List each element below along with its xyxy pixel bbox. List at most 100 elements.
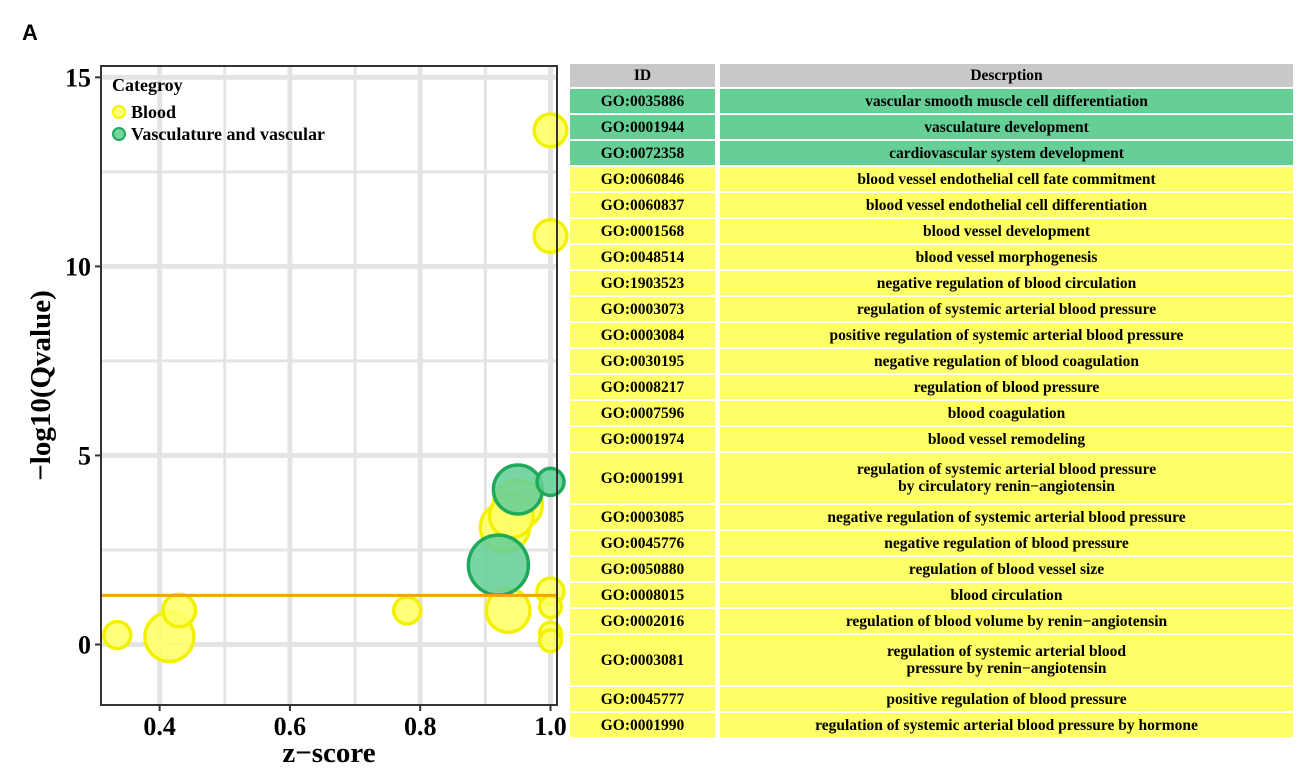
plot-area: 0.4 0.6 0.8 1.0 0 5 10 15 z−score −log10(Qvalue) C… bbox=[25, 63, 569, 769]
table-row: GO:0001944 vasculature development bbox=[570, 115, 1293, 141]
table-row: GO:0045776 negative regulation of blood p… bbox=[570, 531, 1293, 557]
table-row: GO:0001974 blood vessel remodeling bbox=[570, 427, 1293, 453]
description-line: positive regulation of systemic arterial… bbox=[829, 326, 1184, 344]
table-row: GO:0003085 negative regulation of systemi… bbox=[570, 505, 1293, 531]
legend-title: Categroy bbox=[112, 75, 183, 95]
go-id-cell: GO:0003084 bbox=[570, 323, 720, 349]
description-cell: regulation of systemic arterial blood pr… bbox=[720, 297, 1293, 323]
description-line: regulation of systemic arterial blood pr… bbox=[856, 461, 1157, 478]
table-row: GO:1903523 negative regulation of blood c… bbox=[570, 271, 1293, 297]
go-id-cell: GO:0003073 bbox=[570, 297, 720, 323]
x-axis-label: z−score bbox=[282, 737, 375, 769]
go-id-cell: GO:0008015 bbox=[570, 583, 720, 609]
description-line: by circulatory renin−angiotensin bbox=[898, 478, 1115, 495]
legend-entry-label: Blood bbox=[131, 102, 176, 122]
go-id-cell: GO:0048514 bbox=[570, 245, 720, 271]
description-line: regulation of systemic arterial blood pr… bbox=[856, 300, 1157, 318]
description-line: regulation of systemic arterial blood pr… bbox=[815, 716, 1198, 734]
table-row: GO:0003073 regulation of systemic arteria… bbox=[570, 297, 1293, 323]
description-line: blood coagulation bbox=[947, 404, 1066, 422]
plot-border bbox=[100, 65, 558, 706]
description-cell: cardiovascular system development bbox=[720, 141, 1293, 167]
data-points bbox=[102, 112, 569, 664]
go-id-cell: GO:0001944 bbox=[570, 115, 720, 141]
description-cell: positive regulation of blood pressure bbox=[720, 687, 1293, 713]
legend-swatch bbox=[112, 127, 126, 141]
table-row: GO:0035886 vascular smooth muscle cell di… bbox=[570, 89, 1293, 115]
description-cell: blood vessel remodeling bbox=[720, 427, 1293, 453]
table-header-row: ID Descrption bbox=[570, 64, 1293, 89]
legend-swatch bbox=[112, 105, 126, 119]
y-tick-label: 0 bbox=[78, 631, 91, 660]
description-cell: negative regulation of systemic arterial… bbox=[720, 505, 1293, 531]
table-row: GO:0060837 blood vessel endothelial cell … bbox=[570, 193, 1293, 219]
description-cell: regulation of blood volume by renin−angi… bbox=[720, 609, 1293, 635]
go-id-cell: GO:0008217 bbox=[570, 375, 720, 401]
description-line: regulation of systemic arterial blood bbox=[886, 643, 1127, 660]
data-point-vasculature bbox=[491, 463, 545, 516]
table-row: GO:0003084 positive regulation of systemi… bbox=[570, 323, 1293, 349]
table-row: GO:0001568 blood vessel development bbox=[570, 219, 1293, 245]
data-point-blood bbox=[102, 619, 133, 651]
go-id-cell: GO:0060837 bbox=[570, 193, 720, 219]
description-cell: blood circulation bbox=[720, 583, 1293, 609]
description-line: blood circulation bbox=[950, 586, 1063, 604]
data-point-vasculature bbox=[535, 466, 566, 498]
go-id-cell: GO:0007596 bbox=[570, 401, 720, 427]
description-cell: blood vessel morphogenesis bbox=[720, 245, 1293, 271]
description-cell: negative regulation of blood coagulation bbox=[720, 349, 1293, 375]
go-id-cell: GO:0072358 bbox=[570, 141, 720, 167]
table-row: GO:0001991 regulation of systemic arteria… bbox=[570, 453, 1293, 505]
go-term-table: ID Descrption GO:0035886 vascular smooth … bbox=[570, 64, 1293, 739]
description-line: cardiovascular system development bbox=[889, 144, 1124, 162]
description-cell: regulation of blood pressure bbox=[720, 375, 1293, 401]
description-line: negative regulation of blood coagulation bbox=[874, 352, 1139, 370]
description-line: blood vessel development bbox=[922, 222, 1091, 240]
description-line: regulation of blood volume by renin−angi… bbox=[845, 612, 1168, 630]
description-line: vascular smooth muscle cell differentiat… bbox=[865, 92, 1148, 110]
go-id-cell: GO:0060846 bbox=[570, 167, 720, 193]
description-cell: regulation of systemic arterial blood pre… bbox=[720, 635, 1293, 687]
go-id-cell: GO:0002016 bbox=[570, 609, 720, 635]
description-cell: vasculature development bbox=[720, 115, 1293, 141]
table-row: GO:0045777 positive regulation of blood p… bbox=[570, 687, 1293, 713]
go-id-cell: GO:0035886 bbox=[570, 89, 720, 115]
table-row: GO:0072358 cardiovascular system developm… bbox=[570, 141, 1293, 167]
description-line: regulation of blood pressure bbox=[913, 378, 1100, 396]
id-column-header: ID bbox=[570, 64, 720, 89]
table-row: GO:0008217 regulation of blood pressure bbox=[570, 375, 1293, 401]
go-id-cell: GO:0001568 bbox=[570, 219, 720, 245]
panel-label: A bbox=[22, 20, 38, 45]
description-cell: blood vessel development bbox=[720, 219, 1293, 245]
description-line: blood vessel remodeling bbox=[927, 430, 1086, 448]
table-row: GO:0001990 regulation of systemic arteria… bbox=[570, 713, 1293, 739]
go-id-cell: GO:0001990 bbox=[570, 713, 720, 739]
x-tick-label: 0.8 bbox=[404, 712, 437, 741]
y-tick-label: 5 bbox=[78, 441, 91, 470]
data-point-blood bbox=[532, 112, 569, 149]
data-point-blood bbox=[537, 628, 564, 654]
description-line: regulation of blood vessel size bbox=[908, 560, 1105, 578]
table-row: GO:0008015 blood circulation bbox=[570, 583, 1293, 609]
table-row: GO:0060846 blood vessel endothelial cell … bbox=[570, 167, 1293, 193]
data-point-blood bbox=[161, 592, 198, 629]
legend-entry-label: Vasculature and vascular bbox=[131, 124, 325, 144]
go-id-cell: GO:0003081 bbox=[570, 635, 720, 687]
data-point-blood bbox=[391, 595, 423, 626]
data-point-blood bbox=[532, 218, 569, 255]
description-cell: blood coagulation bbox=[720, 401, 1293, 427]
description-line: negative regulation of blood pressure bbox=[884, 534, 1129, 552]
table-row: GO:0048514 blood vessel morphogenesis bbox=[570, 245, 1293, 271]
go-id-cell: GO:0045777 bbox=[570, 687, 720, 713]
go-id-cell: GO:0003085 bbox=[570, 505, 720, 531]
description-cell: regulation of systemic arterial blood pr… bbox=[720, 453, 1293, 505]
table-row: GO:0003081 regulation of systemic arteria… bbox=[570, 635, 1293, 687]
description-line: vasculature development bbox=[924, 118, 1089, 136]
description-line: blood vessel endothelial cell fate commi… bbox=[857, 170, 1156, 188]
description-cell: blood vessel endothelial cell differenti… bbox=[720, 193, 1293, 219]
description-cell: negative regulation of blood circulation bbox=[720, 271, 1293, 297]
data-point-vasculature bbox=[466, 533, 531, 597]
table-row: GO:0007596 blood coagulation bbox=[570, 401, 1293, 427]
